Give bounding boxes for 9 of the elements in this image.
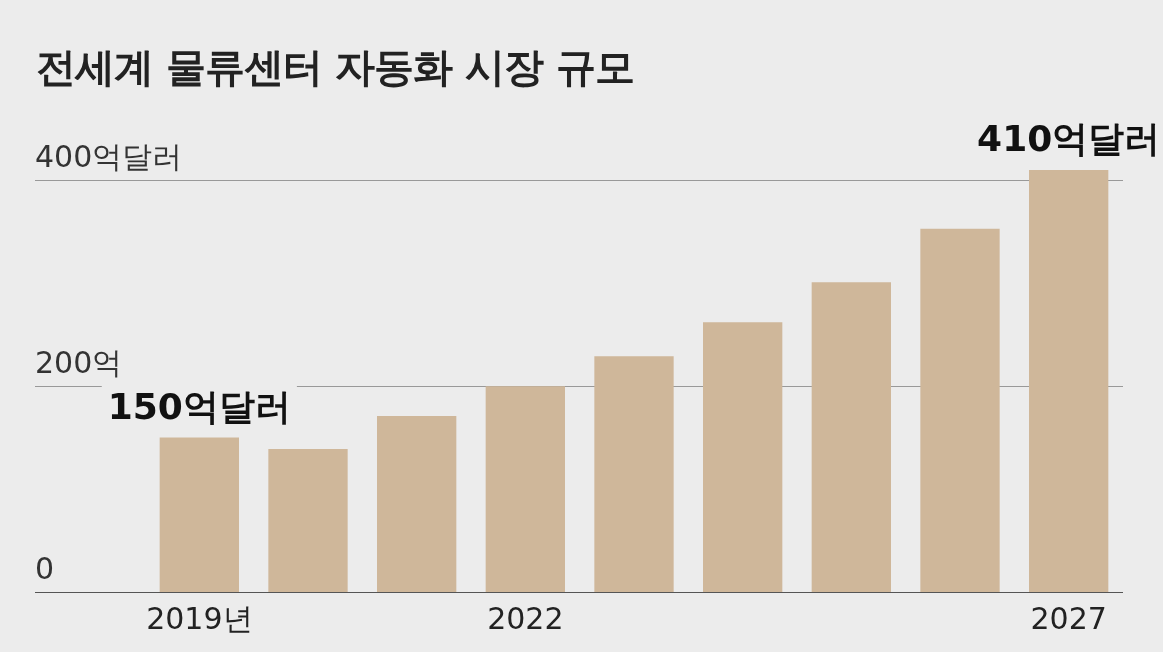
y-tick-label: 400억달러 <box>35 139 183 175</box>
data-label: 410억달러 <box>977 118 1161 160</box>
data-label: 150억달러 <box>107 385 291 427</box>
x-tick-label: 2027 <box>1030 600 1107 636</box>
x-tick-label: 2019년 <box>146 600 253 636</box>
y-tick-label: 200억 <box>35 345 123 381</box>
chart-title: 전세계 물류센터 자동화 시장 규모 <box>36 43 634 92</box>
x-tick-label: 2022 <box>487 600 564 636</box>
y-tick-label: 0 <box>35 551 55 587</box>
